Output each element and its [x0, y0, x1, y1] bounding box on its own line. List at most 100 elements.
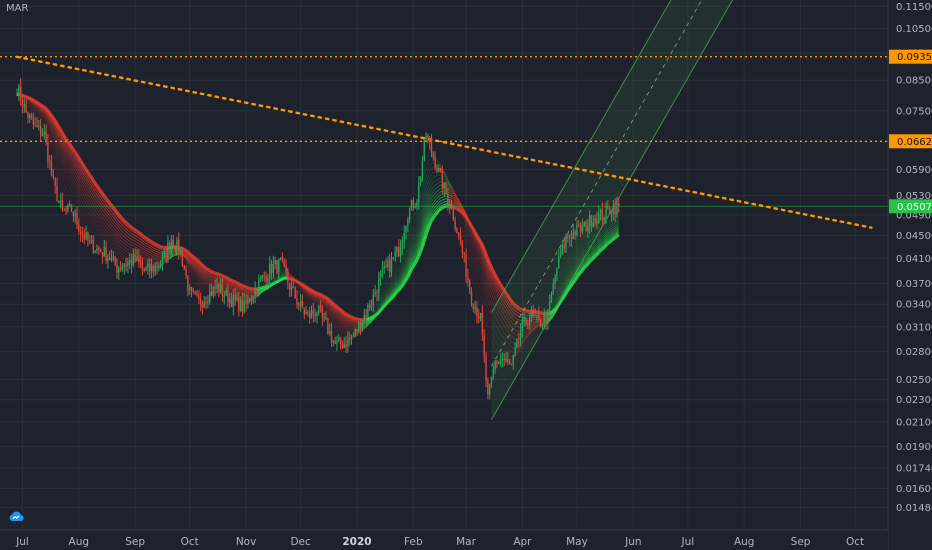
ribbon-line — [52, 140, 56, 146]
ribbon-line — [236, 287, 240, 290]
ribbon-line — [400, 273, 403, 278]
ribbon-line — [120, 236, 123, 239]
ribbon-line — [282, 272, 285, 275]
ribbon-line — [116, 232, 120, 235]
ribbon-line — [185, 254, 189, 258]
ribbon-line — [498, 330, 502, 335]
ribbon-line — [87, 198, 91, 202]
ribbon-line — [438, 206, 441, 209]
ribbon-line — [500, 303, 503, 308]
ribbon-line — [431, 181, 434, 186]
ribbon-line — [472, 284, 476, 291]
ribbon-line — [102, 206, 105, 209]
ribbon-line — [425, 224, 429, 231]
ribbon-line — [114, 229, 118, 233]
ribbon-line — [63, 183, 67, 189]
ribbon-line — [137, 231, 142, 235]
ribbon-line — [289, 275, 292, 278]
ribbon-line — [185, 257, 189, 262]
ribbon-line — [476, 278, 480, 286]
ribbon-line — [281, 276, 285, 281]
ribbon-line — [144, 260, 147, 263]
ribbon-line — [105, 237, 109, 241]
ribbon-line — [102, 213, 105, 217]
ribbon-line — [72, 161, 76, 165]
ribbon-line — [123, 249, 127, 252]
ribbon-line — [438, 194, 441, 197]
ribbon-line — [336, 305, 340, 310]
ribbon-line — [36, 107, 40, 110]
ribbon-line — [429, 198, 432, 203]
ribbon-line — [122, 251, 125, 254]
ribbon-line — [492, 327, 496, 333]
ribbon-line — [194, 274, 198, 279]
ribbon-line — [398, 276, 402, 281]
ribbon-line — [69, 155, 72, 159]
ribbon-line — [302, 287, 305, 291]
ribbon-line — [158, 252, 161, 254]
ribbon-line — [203, 286, 207, 289]
ribbon-line — [311, 292, 314, 295]
ribbon-line — [91, 196, 94, 201]
ribbon-line — [82, 221, 85, 226]
ribbon-line — [198, 283, 202, 288]
ribbon-line — [452, 190, 456, 195]
ribbon-line — [34, 103, 38, 106]
ribbon-line — [202, 267, 205, 271]
ribbon-line — [371, 318, 374, 322]
ribbon-line — [58, 134, 62, 139]
ribbon-line — [498, 316, 502, 321]
ribbon-line — [411, 261, 414, 266]
ribbon-line — [29, 100, 32, 103]
ribbon-line — [42, 112, 45, 115]
ribbon-line — [323, 300, 327, 303]
ribbon-line — [325, 299, 329, 302]
ribbon-line — [38, 116, 42, 120]
ribbon-line — [400, 271, 403, 276]
ribbon-line — [229, 288, 232, 291]
ribbon-line — [309, 295, 312, 298]
ribbon-line — [303, 284, 307, 289]
ribbon-line — [396, 265, 400, 269]
ribbon-line — [183, 255, 187, 259]
ribbon-line — [61, 157, 65, 163]
ribbon-line — [147, 253, 150, 256]
ribbon-line — [122, 241, 125, 244]
ribbon-line — [405, 271, 409, 276]
ribbon-line — [391, 293, 394, 297]
ribbon-line — [156, 251, 160, 254]
ribbon-line — [94, 239, 98, 242]
ribbon-line — [405, 250, 409, 256]
ribbon-line — [43, 114, 47, 118]
ribbon-line — [485, 306, 489, 318]
ribbon-line — [119, 215, 124, 220]
ribbon-line — [491, 322, 494, 329]
ribbon-line — [323, 304, 327, 307]
ribbon-line — [383, 301, 387, 305]
ribbon-line — [474, 256, 478, 264]
ribbon-line — [498, 338, 501, 342]
ribbon-line — [342, 318, 345, 322]
ribbon-line — [196, 275, 200, 279]
ribbon-line — [109, 247, 112, 250]
ribbon-line — [327, 313, 331, 317]
ribbon-line — [140, 249, 143, 252]
ribbon-line — [445, 175, 449, 180]
ribbon-line — [320, 299, 323, 302]
ribbon-line — [307, 286, 311, 291]
ribbon-line — [63, 145, 67, 150]
ribbon-line — [351, 323, 354, 325]
ribbon-line — [67, 190, 71, 194]
ribbon-line — [314, 294, 318, 297]
ribbon-line — [452, 193, 456, 200]
ribbon-line — [71, 164, 74, 169]
ribbon-line — [61, 131, 66, 137]
ribbon-line — [351, 326, 354, 328]
ribbon-line — [496, 319, 500, 324]
ribbon-line — [325, 296, 329, 300]
ribbon-line — [498, 285, 502, 290]
ribbon-line — [503, 301, 507, 306]
ribbon-line — [470, 225, 475, 230]
ribbon-line — [381, 293, 385, 299]
